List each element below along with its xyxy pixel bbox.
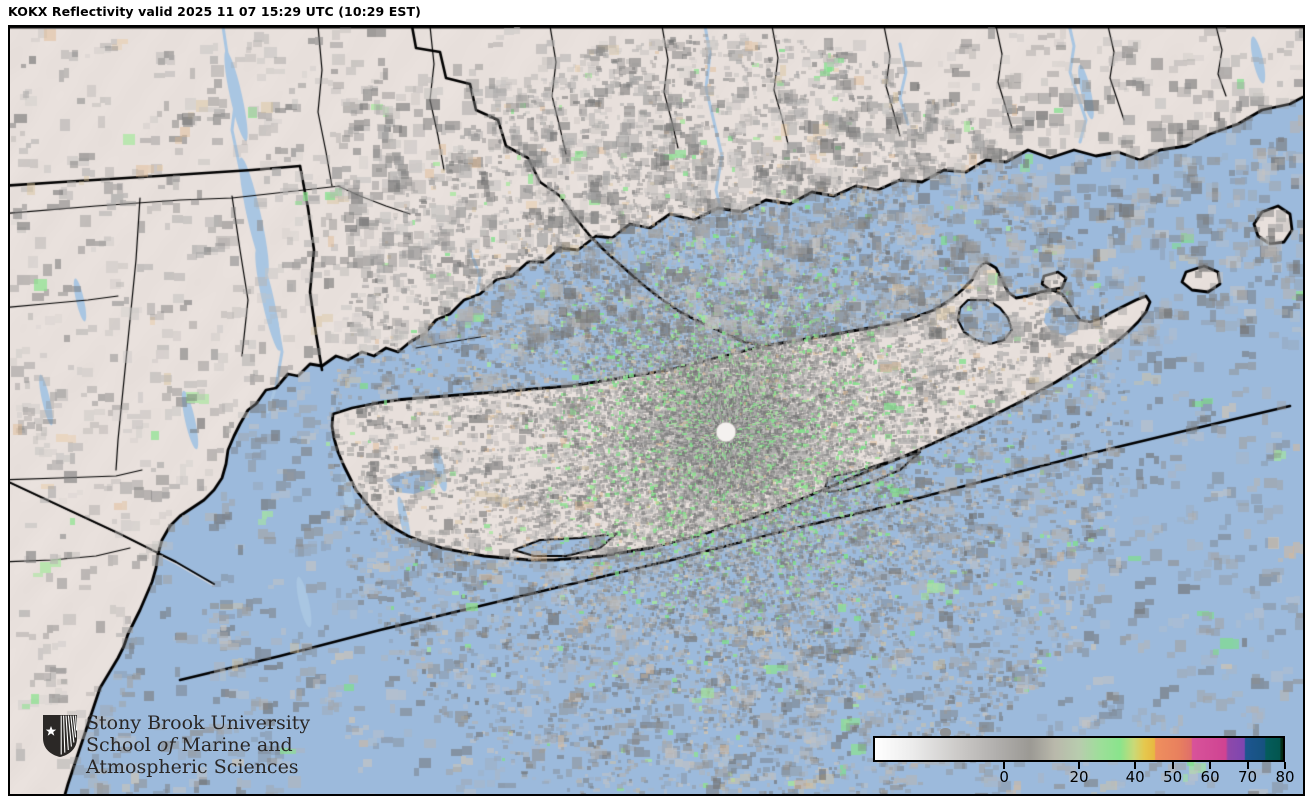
logo-line-2-a: School	[86, 734, 157, 756]
colorbar-tick-label: 50	[1163, 768, 1183, 786]
colorbar-tick	[1284, 762, 1286, 769]
colorbar-tick	[1134, 762, 1137, 769]
colorbar-tick-label: 80	[1275, 768, 1295, 786]
logo-line-2: School of Marine and	[86, 734, 310, 756]
reflectivity-colorbar: 0 20 40 50 60 70 80	[868, 728, 1295, 792]
logo-line-2-b: Marine and	[175, 734, 293, 756]
sbu-logo-text: Stony Brook University School of Marine …	[86, 712, 310, 778]
colorbar-tick-label: 70	[1238, 768, 1258, 786]
sbu-somas-logo: Stony Brook University School of Marine …	[42, 712, 312, 792]
page-title: KOKX Reflectivity valid 2025 11 07 15:29…	[8, 4, 421, 19]
logo-line-3: Atmospheric Sciences	[86, 756, 299, 778]
colorbar-tick-label: 0	[999, 768, 1009, 786]
colorbar-tick	[1003, 762, 1006, 769]
shield-icon	[43, 715, 78, 757]
colorbar-bar	[873, 736, 1285, 762]
colorbar-tick	[1078, 762, 1080, 769]
stray-echo-pixel	[940, 728, 951, 737]
colorbar-gradient	[875, 738, 1283, 760]
colorbar-tick	[1171, 762, 1174, 769]
colorbar-tick	[1246, 762, 1249, 769]
colorbar-tick-label: 40	[1125, 768, 1145, 786]
colorbar-tick	[1209, 762, 1212, 769]
logo-line-1: Stony Brook University	[86, 712, 311, 734]
colorbar-tick-label: 20	[1069, 768, 1089, 786]
radar-map-canvas[interactable]	[10, 27, 1303, 794]
colorbar-tick-label: 60	[1200, 768, 1220, 786]
logo-line-2-em: of	[156, 734, 176, 756]
map-frame[interactable]	[8, 25, 1305, 796]
